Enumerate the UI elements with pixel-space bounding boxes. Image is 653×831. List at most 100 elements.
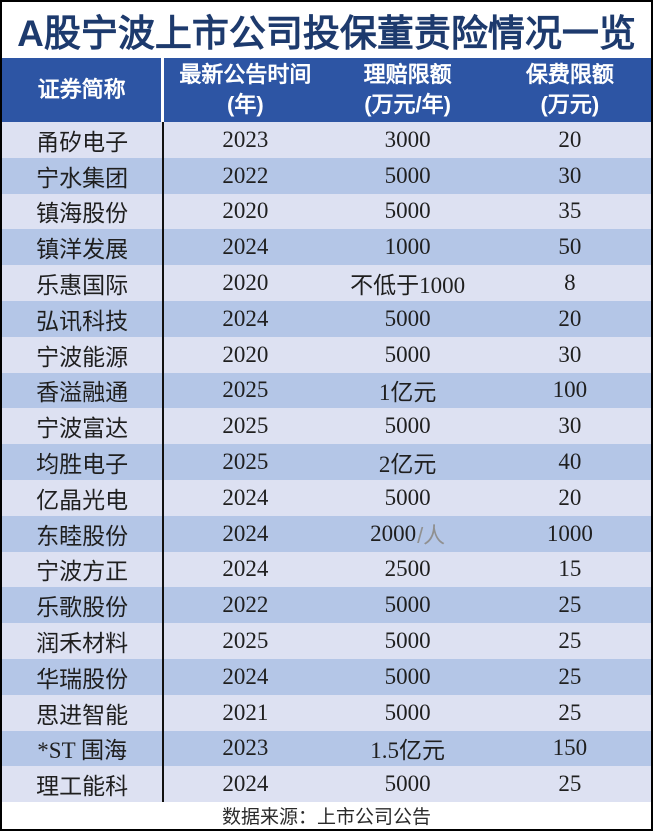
cell-company: 润禾材料 <box>2 623 165 659</box>
cell-company: 思进智能 <box>2 694 165 731</box>
cell-claim-limit: 5000 <box>384 592 431 618</box>
column-header-premium-limit: 保费限额 (万元) <box>489 58 651 122</box>
cell-year: 2021 <box>222 699 269 725</box>
cell-year: 2024 <box>222 234 269 260</box>
cell-company: 镇海股份 <box>2 193 165 230</box>
table-row: 宁波能源 2020 5000 30 <box>2 336 651 373</box>
cell-company: 宁水集团 <box>2 157 165 194</box>
table-row: 均胜电子 2025 2亿元 40 <box>2 444 651 480</box>
table-row: 润禾材料 2025 5000 25 <box>2 623 651 659</box>
table-row: 镇海股份 2020 5000 35 <box>2 193 651 230</box>
column-header-company: 证券简称 <box>2 58 165 122</box>
cell-company: 均胜电子 <box>2 444 165 480</box>
cell-company: 镇洋发展 <box>2 229 165 266</box>
cell-premium-limit: 20 <box>558 126 582 152</box>
cell-company: 乐歌股份 <box>2 587 165 624</box>
cell-company: 东睦股份 <box>2 515 165 552</box>
cell-year: 2025 <box>222 377 269 403</box>
cell-claim-limit: 5000 <box>384 663 431 689</box>
cell-company: 理工能科 <box>2 766 165 803</box>
cell-claim-limit: 2000/人 <box>327 516 489 552</box>
cell-premium-limit: 25 <box>558 628 582 654</box>
cell-company: 华瑞股份 <box>2 658 165 695</box>
cell-premium-limit: 40 <box>558 449 582 475</box>
cell-claim-limit: 5000 <box>384 628 431 654</box>
column-header-sublabel: (万元/年) <box>364 92 451 117</box>
cell-company: 甬矽电子 <box>2 122 165 158</box>
cell-year: 2024 <box>222 771 269 797</box>
cell-premium-limit: 15 <box>558 556 582 582</box>
table-row: 弘讯科技 2024 5000 20 <box>2 300 651 337</box>
cell-claim-limit: 5000 <box>384 413 431 439</box>
cell-claim-limit: 5000 <box>384 484 431 510</box>
cell-year: 2025 <box>222 628 269 654</box>
table-row: 香溢融通 2025 1亿元 100 <box>2 372 651 409</box>
cell-year: 2024 <box>222 520 269 546</box>
cell-year: 2023 <box>222 735 269 761</box>
table-row: 镇洋发展 2024 1000 50 <box>2 229 651 266</box>
cell-year: 2024 <box>222 305 269 331</box>
cell-year: 2022 <box>222 162 269 188</box>
cell-premium-limit: 100 <box>552 377 588 403</box>
table-row: 甬矽电子 2023 3000 20 <box>2 122 651 158</box>
cell-claim-limit: 5000 <box>384 198 431 224</box>
cell-company: 亿晶光电 <box>2 479 165 516</box>
table-row: 理工能科 2024 5000 25 <box>2 766 651 803</box>
cell-claim-limit: 5000 <box>384 771 431 797</box>
page-title: A股宁波上市公司投保董责险情况一览 <box>17 13 636 54</box>
table-row: *ST 围海 2023 1.5亿元 150 <box>2 730 651 767</box>
cell-claim-limit: 5000 <box>384 162 431 188</box>
column-header-label: 最新公告时间 <box>179 62 312 88</box>
cell-company: 宁波能源 <box>2 336 165 373</box>
cell-company: 乐惠国际 <box>2 265 165 301</box>
cell-year: 2022 <box>222 592 269 618</box>
cell-claim-limit: 1.5亿元 <box>370 738 445 764</box>
cell-premium-limit: 20 <box>558 484 582 510</box>
table-header: 证券简称 最新公告时间 (年) 理赔限额 (万元/年) 保费限额 (万元) <box>2 58 651 122</box>
table-row: 乐歌股份 2022 5000 25 <box>2 587 651 624</box>
table-row: 宁波富达 2025 5000 30 <box>2 408 651 445</box>
cell-year: 2025 <box>222 449 269 475</box>
cell-claim-limit: 5000 <box>384 341 431 367</box>
cell-premium-limit: 25 <box>558 663 582 689</box>
cell-premium-limit: 30 <box>558 413 582 439</box>
data-source-note: 数据来源：上市公司公告 <box>221 807 431 828</box>
cell-year: 2023 <box>222 126 269 152</box>
cell-year: 2020 <box>222 341 269 367</box>
cell-premium-limit: 25 <box>558 771 582 797</box>
cell-year: 2024 <box>222 663 269 689</box>
cell-year: 2024 <box>222 484 269 510</box>
cell-premium-limit: 30 <box>558 341 582 367</box>
cell-company: 香溢融通 <box>2 372 165 409</box>
cell-year: 2025 <box>222 413 269 439</box>
per-person-suffix: /人 <box>417 522 446 548</box>
cell-claim-limit: 1亿元 <box>378 380 437 406</box>
table-row: 宁波方正 2024 2500 15 <box>2 551 651 588</box>
column-header-year: 最新公告时间 (年) <box>164 58 326 122</box>
cell-year: 2024 <box>222 556 269 582</box>
cell-claim-limit: 1000 <box>384 234 431 260</box>
table-row: 亿晶光电 2024 5000 20 <box>2 479 651 516</box>
column-header-sublabel: (年) <box>227 92 264 117</box>
cell-premium-limit: 35 <box>558 198 582 224</box>
table-row: 华瑞股份 2024 5000 25 <box>2 658 651 695</box>
cell-premium-limit: 30 <box>558 162 582 188</box>
table-row: 乐惠国际 2020 不低于1000 8 <box>2 265 651 301</box>
table-row: 思进智能 2021 5000 25 <box>2 694 651 731</box>
column-header-sublabel: (万元) <box>540 92 600 117</box>
cell-premium-limit: 150 <box>552 735 588 761</box>
cell-claim-limit: 不低于1000 <box>350 273 466 299</box>
column-header-claim-limit: 理赔限额 (万元/年) <box>327 58 489 122</box>
column-header-label: 理赔限额 <box>363 62 452 88</box>
cell-company: *ST 围海 <box>2 730 165 767</box>
cell-claim-limit: 2亿元 <box>378 452 437 478</box>
cell-premium-limit: 25 <box>558 592 582 618</box>
cell-premium-limit: 20 <box>558 305 582 331</box>
column-header-label: 证券简称 <box>37 77 126 103</box>
cell-company: 宁波富达 <box>2 408 165 445</box>
cell-claim-limit: 5000 <box>384 305 431 331</box>
cell-claim-limit: 2500 <box>384 556 431 582</box>
cell-claim-limit: 3000 <box>384 126 431 152</box>
table-body: 甬矽电子 2023 3000 20 宁水集团 2022 5000 30 镇海股份 2020 5000… <box>2 122 651 803</box>
